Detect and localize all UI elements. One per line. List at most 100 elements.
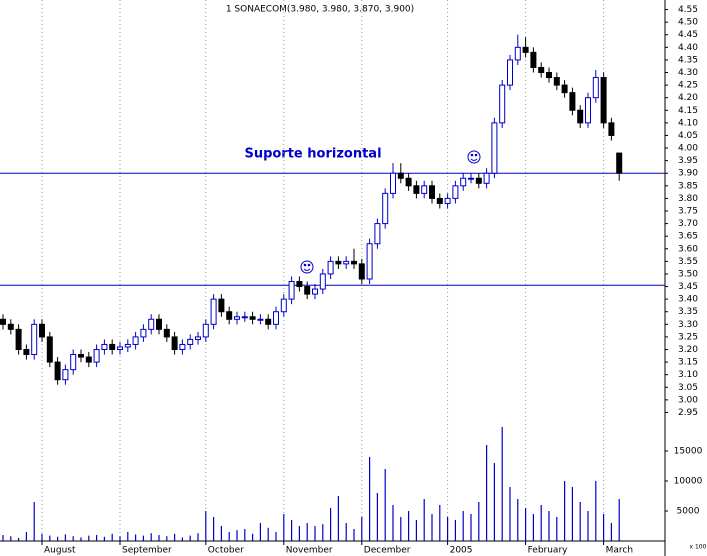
candle-body bbox=[15, 328, 22, 350]
candle-body bbox=[31, 323, 38, 356]
candle-body bbox=[483, 172, 490, 184]
candle-body bbox=[405, 177, 412, 187]
candle-body bbox=[39, 323, 45, 338]
candle-body bbox=[0, 318, 6, 325]
candle-body bbox=[117, 346, 123, 350]
y2-tick-label: 10000 bbox=[674, 477, 703, 487]
y-tick-label: 3.35 bbox=[678, 307, 698, 317]
smiley bbox=[300, 260, 314, 274]
y-tick-label: 3.90 bbox=[678, 169, 698, 179]
candle-body bbox=[210, 298, 217, 325]
candle-body bbox=[366, 243, 373, 280]
candle-body bbox=[195, 336, 201, 340]
candle-body bbox=[546, 72, 552, 79]
y-tick-label: 3.75 bbox=[678, 207, 698, 217]
candle-body bbox=[85, 356, 92, 363]
candle-body bbox=[382, 192, 389, 225]
candle-body bbox=[319, 273, 326, 290]
y-tick-label: 4.05 bbox=[678, 131, 698, 141]
candle-body bbox=[132, 336, 139, 345]
y-tick-label: 3.05 bbox=[678, 383, 698, 393]
candle-body bbox=[101, 343, 108, 350]
candle-body bbox=[507, 59, 513, 86]
y-tick-label: 4.25 bbox=[678, 81, 698, 91]
y-tick-label: 3.80 bbox=[678, 194, 698, 204]
y-tick-label: 3.15 bbox=[678, 358, 698, 368]
candle-body bbox=[429, 185, 435, 199]
candle-body bbox=[124, 343, 131, 348]
candle-body bbox=[249, 316, 256, 320]
candle-body bbox=[187, 338, 194, 345]
candle-body bbox=[109, 343, 116, 350]
candle-body bbox=[530, 51, 537, 68]
candle-body bbox=[592, 77, 599, 99]
y2-tick-label: 15000 bbox=[674, 447, 703, 457]
y-tick-label: 4.45 bbox=[678, 30, 698, 40]
candle-body bbox=[156, 318, 162, 330]
y2-tick-label: 5000 bbox=[677, 507, 700, 517]
candle-body bbox=[7, 323, 14, 330]
candle-body bbox=[351, 260, 357, 265]
y-tick-label: 4.10 bbox=[678, 118, 698, 128]
y-tick-label: 3.50 bbox=[678, 269, 698, 279]
candle-body bbox=[241, 316, 248, 319]
candle-body bbox=[234, 316, 240, 320]
candle-body bbox=[179, 343, 186, 350]
candle-body bbox=[327, 260, 334, 275]
candle-body bbox=[62, 369, 69, 381]
candle-body bbox=[499, 84, 506, 124]
y-tick-label: 3.65 bbox=[678, 232, 698, 242]
x-tick-label: December bbox=[364, 546, 411, 556]
candle-body bbox=[312, 288, 318, 295]
candle-body bbox=[468, 177, 474, 180]
y-tick-label: 4.15 bbox=[678, 106, 698, 116]
annotation: Suporte horizontal bbox=[244, 147, 381, 162]
candle-body bbox=[522, 46, 529, 53]
chart-title: 1 SONAECOM(3.980, 3.980, 3.870, 3.900) bbox=[226, 5, 414, 15]
x-tick-label: November bbox=[286, 546, 333, 556]
y-tick-label: 3.10 bbox=[678, 370, 698, 380]
candle-body bbox=[413, 185, 420, 194]
candle-body bbox=[304, 286, 311, 295]
candle-body bbox=[54, 361, 61, 381]
candle-body bbox=[70, 354, 77, 371]
candle-body bbox=[491, 122, 498, 174]
candle-body bbox=[538, 66, 545, 74]
y-tick-label: 3.55 bbox=[678, 257, 698, 267]
candle-body bbox=[514, 46, 521, 61]
y-tick-label: 3.20 bbox=[678, 345, 698, 355]
candle-body bbox=[452, 185, 459, 199]
candle-body bbox=[616, 152, 623, 174]
y-tick-label: 3.00 bbox=[678, 395, 698, 405]
candle-body bbox=[226, 311, 233, 320]
candle-body bbox=[46, 336, 53, 363]
x-tick-label: February bbox=[528, 546, 569, 556]
y-tick-label: 3.70 bbox=[678, 219, 698, 229]
candle-body bbox=[569, 92, 576, 111]
candle-body bbox=[280, 298, 287, 313]
y-tick-label: 4.40 bbox=[678, 43, 698, 53]
y-tick-label: 3.25 bbox=[678, 332, 698, 342]
candle-body bbox=[608, 122, 615, 136]
candle-body bbox=[444, 197, 451, 204]
x-tick-label: 2005 bbox=[450, 546, 473, 556]
candle-body bbox=[171, 336, 178, 350]
candle-body bbox=[460, 177, 467, 187]
candle-body bbox=[93, 348, 100, 363]
candle-body bbox=[78, 354, 84, 358]
candle-body bbox=[148, 318, 155, 330]
candle-body bbox=[288, 281, 295, 300]
candle-body bbox=[273, 311, 279, 325]
y-tick-label: 4.00 bbox=[678, 144, 698, 154]
candle-body bbox=[23, 348, 30, 356]
candle-body bbox=[561, 84, 568, 94]
y-tick-label: 3.40 bbox=[678, 295, 698, 305]
candle-body bbox=[390, 172, 396, 194]
candle-body bbox=[397, 172, 404, 179]
x-tick-label: August bbox=[44, 546, 76, 556]
smiley bbox=[467, 150, 481, 164]
candle-body bbox=[421, 185, 428, 194]
x-tick-label: September bbox=[122, 546, 172, 556]
